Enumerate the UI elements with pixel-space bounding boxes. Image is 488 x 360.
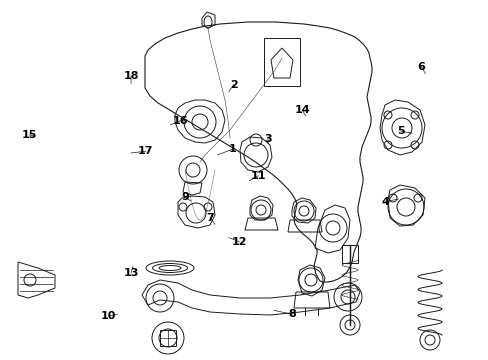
Text: 4: 4 — [381, 197, 388, 207]
Text: 5: 5 — [396, 126, 404, 136]
Bar — [341, 245, 357, 263]
Text: 7: 7 — [206, 213, 214, 223]
Text: 2: 2 — [229, 80, 237, 90]
Text: 13: 13 — [123, 268, 139, 278]
Bar — [160, 330, 176, 346]
Text: 3: 3 — [264, 134, 271, 144]
Text: 11: 11 — [250, 171, 265, 181]
Text: 12: 12 — [231, 237, 247, 247]
Text: 6: 6 — [417, 62, 425, 72]
Text: 14: 14 — [294, 105, 309, 115]
Text: 1: 1 — [228, 144, 236, 154]
Text: 10: 10 — [101, 311, 116, 321]
Text: 8: 8 — [288, 309, 296, 319]
Bar — [264, 38, 299, 86]
Text: 9: 9 — [181, 192, 188, 202]
Text: 16: 16 — [173, 116, 188, 126]
Text: 17: 17 — [138, 146, 153, 156]
Text: 18: 18 — [123, 71, 139, 81]
Text: 15: 15 — [21, 130, 37, 140]
